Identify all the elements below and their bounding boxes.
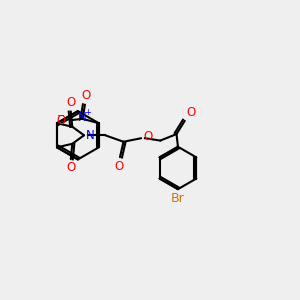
Text: O: O xyxy=(143,130,153,143)
Text: O: O xyxy=(115,160,124,173)
Text: N: N xyxy=(78,111,87,124)
Text: O: O xyxy=(57,114,66,127)
Text: O: O xyxy=(186,106,196,119)
Text: Br: Br xyxy=(171,192,185,205)
Text: O: O xyxy=(67,161,76,174)
Text: O: O xyxy=(81,89,90,102)
Text: N: N xyxy=(86,129,95,142)
Text: −: − xyxy=(57,111,65,122)
Text: O: O xyxy=(67,96,76,110)
Text: +: + xyxy=(84,108,91,117)
